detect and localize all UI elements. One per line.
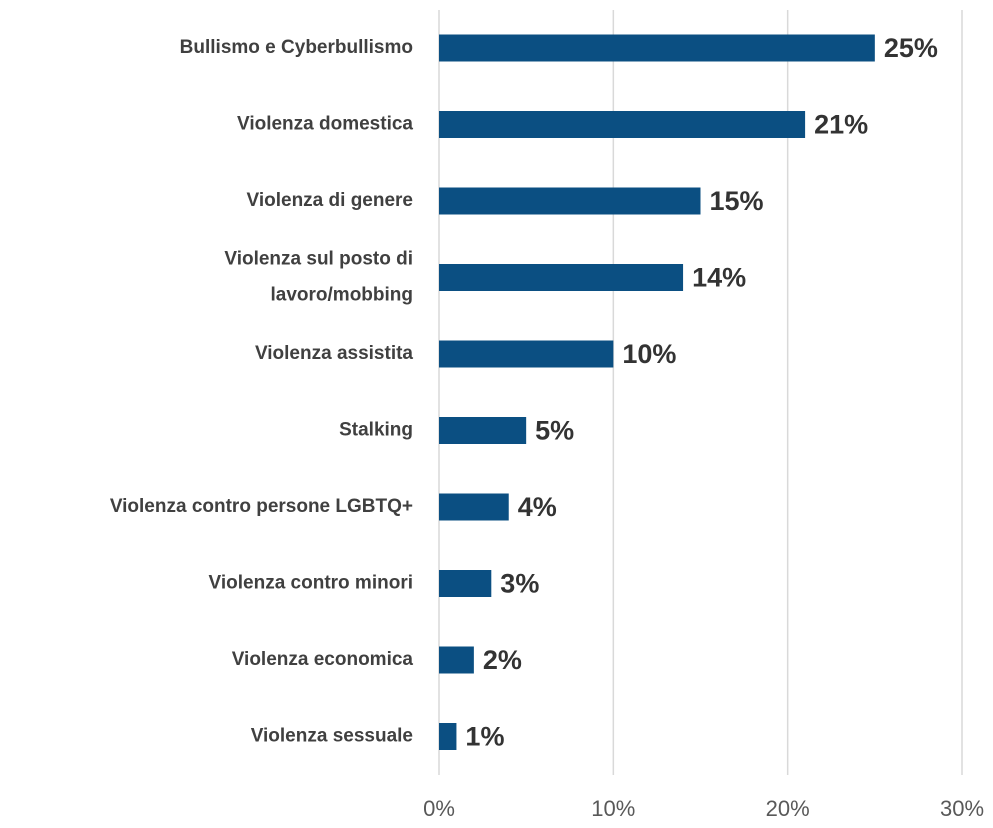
bar [439,340,614,368]
bar [439,417,527,444]
data-label: 15% [710,186,764,216]
y-tick-label: Violenza sul posto di [224,249,413,270]
x-tick-label: 30% [940,796,984,821]
y-tick-label: Violenza assistita [255,343,413,364]
bar [439,187,701,215]
data-label: 1% [465,722,504,752]
y-tick-label: Violenza domestica [237,114,413,135]
data-label: 3% [500,569,539,599]
data-label: 14% [692,263,746,293]
data-label: 5% [535,416,574,446]
data-label: 25% [884,33,938,63]
y-tick-label: lavoro/mobbing [271,285,414,306]
x-tick-label: 10% [591,796,635,821]
y-tick-label: Violenza contro persone LGBTQ+ [110,496,413,517]
bar [439,493,509,521]
bar [439,34,875,62]
y-tick-label: Stalking [339,420,413,441]
data-label: 21% [814,110,868,140]
y-tick-label: Violenza di genere [247,190,413,211]
y-tick-label: Violenza sessuale [251,726,413,747]
data-label: 10% [622,339,676,369]
x-tick-label: 0% [423,796,455,821]
y-tick-label: Violenza contro minori [209,573,413,594]
y-tick-label: Violenza economica [232,649,414,670]
data-label: 2% [483,645,522,675]
bar [439,646,474,674]
bar [439,264,684,291]
y-tick-label: Bullismo e Cyberbullismo [180,37,413,58]
x-tick-label: 20% [766,796,810,821]
bar [439,723,457,750]
bar [439,111,806,138]
data-label: 4% [518,492,557,522]
bar [439,570,492,597]
